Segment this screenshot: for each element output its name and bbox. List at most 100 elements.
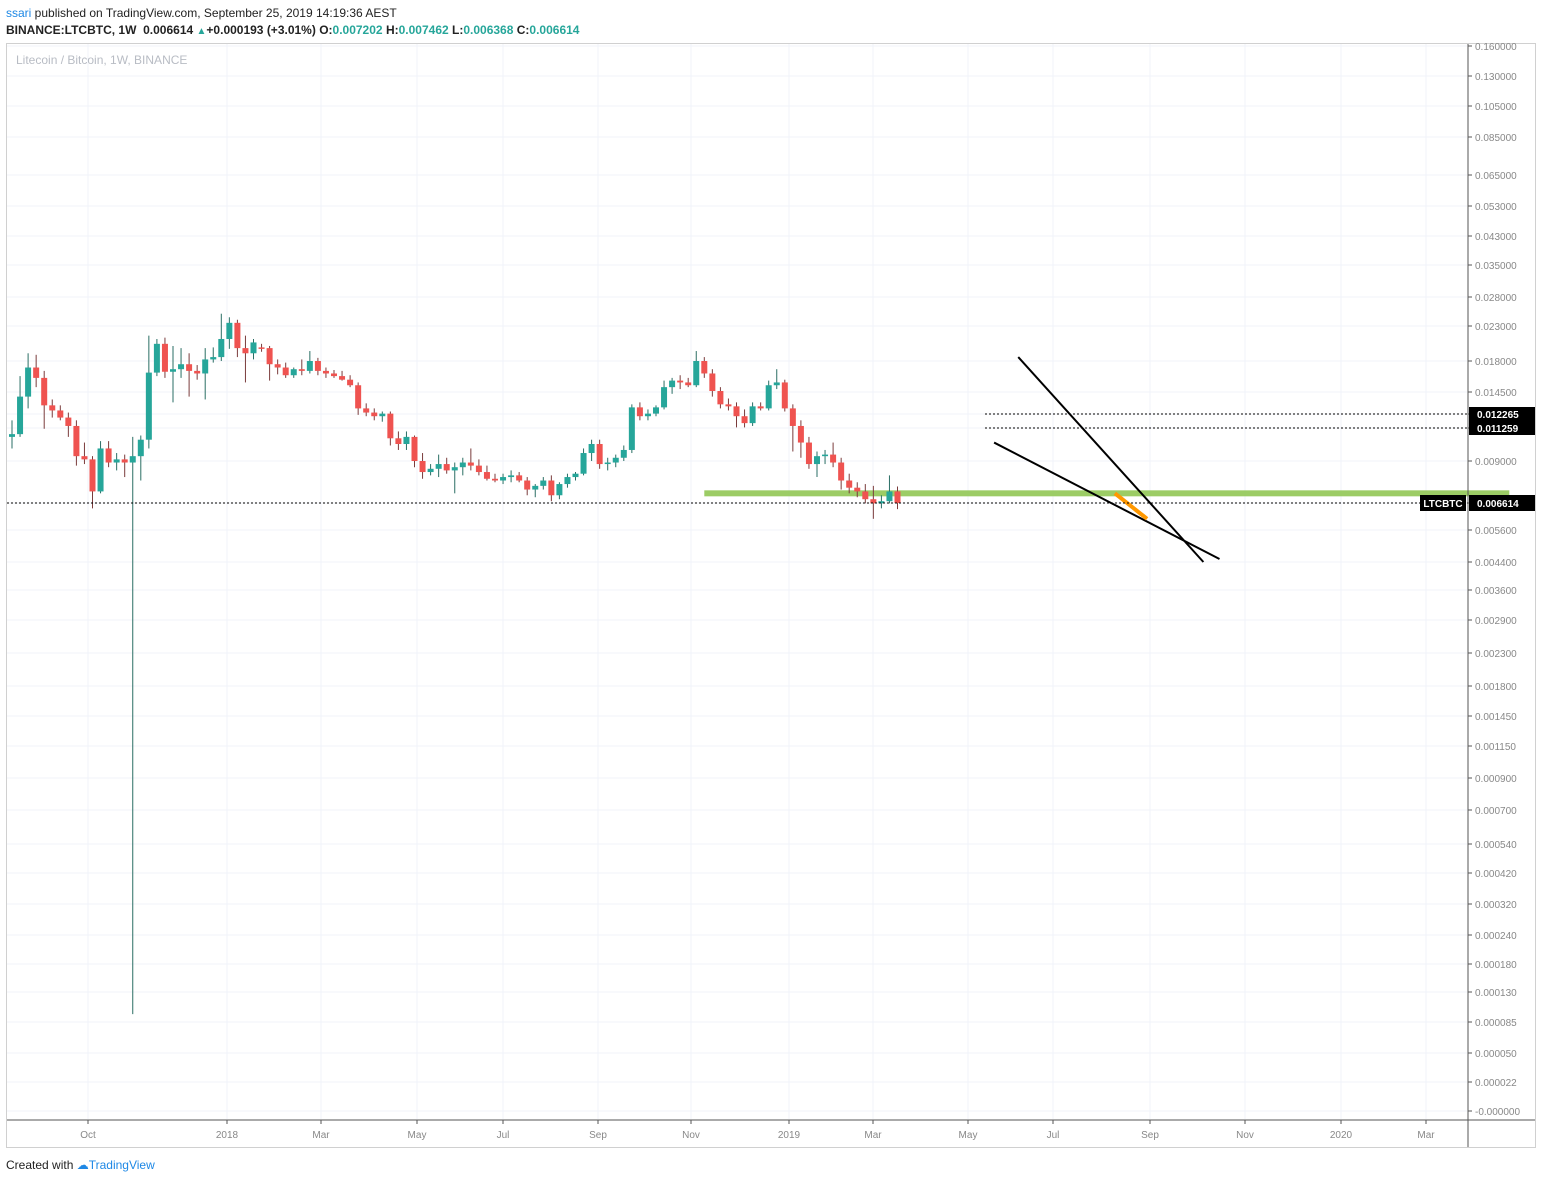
time-tick-label-5: Sep bbox=[589, 1130, 607, 1141]
tradingview-brand-link[interactable]: TradingView bbox=[88, 1158, 155, 1172]
time-tick-label-2: Mar bbox=[312, 1130, 330, 1141]
candle-body bbox=[314, 361, 321, 371]
price-tick-label-8: 0.028000 bbox=[1475, 293, 1517, 304]
candle bbox=[516, 472, 523, 483]
price-tick-label-21: 0.001800 bbox=[1475, 682, 1517, 693]
candle-body bbox=[797, 425, 804, 443]
candle-body bbox=[41, 377, 48, 406]
price-label-1: 0.011259 bbox=[1477, 424, 1519, 435]
candle bbox=[379, 411, 386, 422]
symbol-label: BINANCE:LTCBTC, 1W bbox=[6, 23, 137, 37]
candle-body bbox=[161, 343, 168, 372]
candle-body bbox=[467, 462, 474, 466]
candle-body bbox=[500, 477, 507, 481]
candle-body bbox=[556, 484, 563, 496]
candle bbox=[789, 404, 796, 452]
candle-body bbox=[846, 480, 853, 488]
symbol-tag-box bbox=[1420, 495, 1466, 511]
candle bbox=[588, 439, 595, 461]
candle bbox=[242, 335, 249, 383]
time-tick-label-11: Sep bbox=[1141, 1130, 1159, 1141]
candle bbox=[677, 375, 684, 390]
candle bbox=[210, 347, 217, 363]
candle-body bbox=[113, 459, 120, 463]
candle-body bbox=[628, 407, 635, 450]
candle bbox=[186, 353, 193, 397]
candle bbox=[701, 357, 708, 378]
candle bbox=[57, 405, 64, 421]
candle-body bbox=[202, 359, 209, 374]
candle bbox=[443, 457, 450, 474]
publish-info: ssari published on TradingView.com, Sept… bbox=[6, 6, 397, 20]
candle bbox=[572, 472, 579, 481]
last-price-box bbox=[1469, 495, 1535, 511]
candle-body bbox=[685, 382, 692, 386]
candle bbox=[725, 398, 732, 411]
price-tick-label-2: 0.105000 bbox=[1475, 102, 1517, 113]
price-change: +0.000193 (+3.01%) bbox=[206, 23, 316, 37]
candle bbox=[741, 409, 748, 428]
candle-body bbox=[81, 456, 88, 460]
published-text: published on TradingView.com, September … bbox=[31, 6, 397, 20]
candle bbox=[870, 485, 877, 519]
candle bbox=[403, 431, 410, 450]
grid bbox=[7, 44, 1467, 1119]
candle-body bbox=[878, 501, 885, 504]
candle-body bbox=[274, 364, 281, 368]
candle-body bbox=[411, 436, 418, 461]
candle bbox=[805, 436, 812, 469]
candle bbox=[137, 435, 144, 481]
candle bbox=[33, 354, 40, 388]
candle-body bbox=[661, 387, 668, 408]
candle bbox=[564, 473, 571, 488]
candle bbox=[854, 482, 861, 498]
price-tick-label-20: 0.002300 bbox=[1475, 649, 1517, 660]
candle bbox=[604, 457, 611, 471]
candle-body bbox=[757, 406, 764, 409]
candle-body bbox=[580, 453, 587, 474]
candle bbox=[862, 484, 869, 504]
price-tick-label-11: 0.014500 bbox=[1475, 388, 1517, 399]
candle bbox=[419, 453, 426, 479]
candle-body bbox=[483, 472, 490, 479]
open-label: O: bbox=[319, 23, 333, 37]
time-axis: Oct 2018 Mar May Jul Sep Nov 2019 Mar May Jul Sep No… bbox=[7, 1119, 1535, 1141]
candle bbox=[628, 404, 635, 454]
candle bbox=[25, 353, 32, 409]
price-tick-label-10: 0.018000 bbox=[1475, 357, 1517, 368]
candle bbox=[331, 370, 337, 378]
candle bbox=[580, 448, 587, 476]
candle bbox=[129, 436, 136, 1015]
candle bbox=[347, 375, 354, 388]
candle bbox=[556, 482, 563, 500]
candle-body bbox=[508, 475, 515, 478]
candle bbox=[121, 454, 128, 478]
candle-body bbox=[749, 406, 756, 424]
support-zone bbox=[704, 490, 1510, 497]
candle-body bbox=[49, 405, 56, 411]
candle bbox=[226, 317, 233, 349]
candles bbox=[9, 313, 901, 1015]
candle-body bbox=[290, 369, 297, 376]
author-link[interactable]: ssari bbox=[6, 6, 32, 20]
candle bbox=[814, 451, 820, 478]
candle bbox=[387, 411, 394, 446]
price-label-box-0 bbox=[1469, 407, 1535, 421]
time-tick-label-7: 2019 bbox=[778, 1130, 801, 1141]
low-label: L: bbox=[452, 23, 464, 37]
candle-body bbox=[693, 361, 700, 386]
candle-body bbox=[516, 475, 523, 481]
candle-body bbox=[33, 367, 40, 378]
price-label-0: 0.012265 bbox=[1477, 410, 1519, 421]
candle bbox=[105, 441, 112, 468]
chart-frame[interactable] bbox=[6, 43, 1536, 1148]
price-label-box-1 bbox=[1469, 421, 1535, 435]
candle bbox=[524, 477, 531, 496]
price-tick-label-27: 0.000420 bbox=[1475, 869, 1517, 880]
time-tick-label-4: Jul bbox=[497, 1130, 510, 1141]
candle-body bbox=[540, 480, 547, 486]
candle bbox=[290, 367, 297, 378]
candle-body bbox=[145, 372, 152, 440]
time-tick-label-8: Mar bbox=[864, 1130, 882, 1141]
